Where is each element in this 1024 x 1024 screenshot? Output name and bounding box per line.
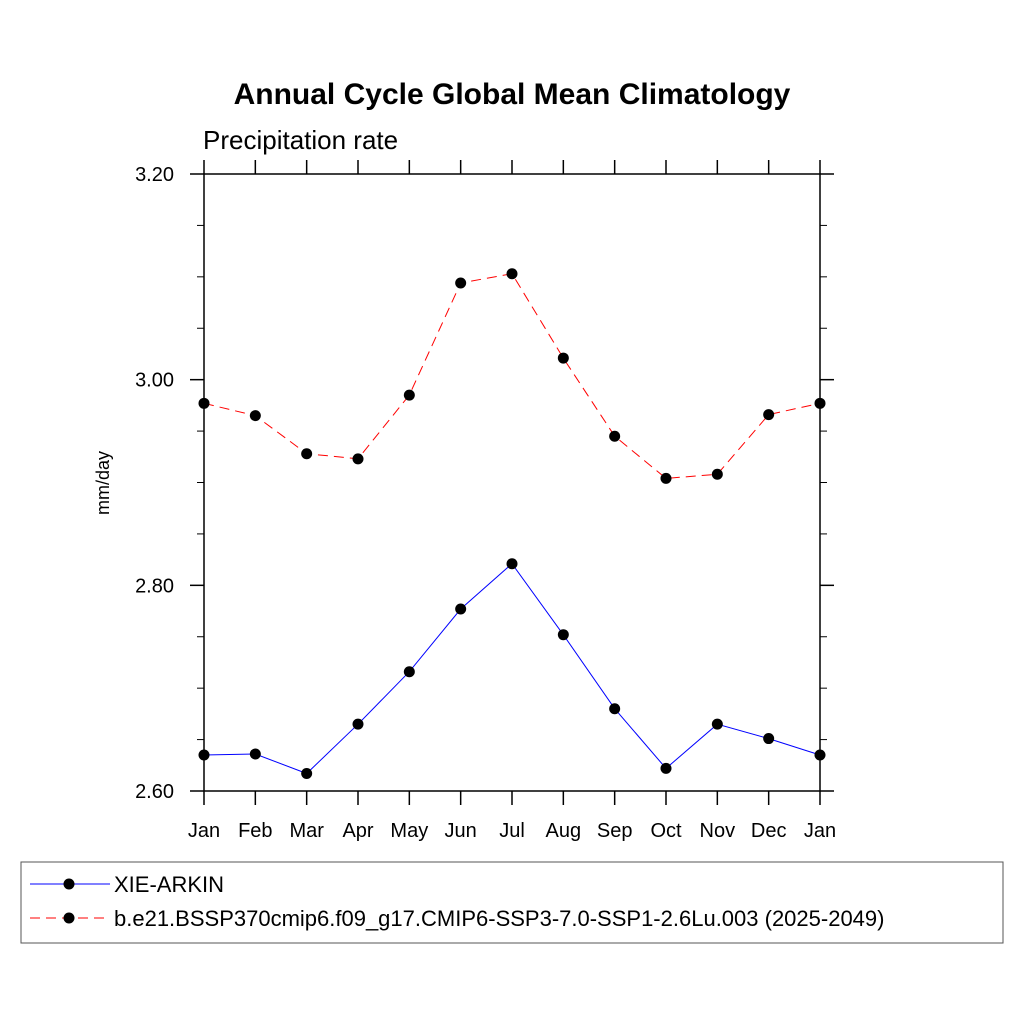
x-tick-label: Jun [445, 820, 477, 842]
x-tick-label: Aug [546, 820, 582, 842]
data-point [352, 718, 364, 730]
legend-label: XIE-ARKIN [114, 872, 224, 897]
x-tick-label: Feb [238, 820, 272, 842]
data-point [814, 749, 826, 761]
data-point [455, 603, 467, 615]
data-point [301, 768, 313, 780]
x-tick-label: Jan [804, 820, 836, 842]
data-point [198, 749, 210, 761]
x-tick-label: Sep [597, 820, 633, 842]
data-point [506, 268, 518, 280]
data-point [249, 748, 261, 760]
y-axis-label: mm/day [93, 451, 113, 515]
legend-label: b.e21.BSSP370cmip6.f09_g17.CMIP6-SSP3-7.… [114, 906, 884, 931]
x-tick-label: Oct [650, 820, 682, 842]
data-point [763, 409, 775, 421]
y-tick-label: 2.80 [135, 575, 174, 597]
plot-frame [203, 173, 821, 792]
legend-marker [63, 878, 75, 890]
legend-marker [63, 912, 75, 924]
y-tick-label: 3.20 [135, 164, 174, 186]
x-tick-label: May [390, 820, 428, 842]
data-point [660, 762, 672, 774]
data-point [557, 352, 569, 364]
x-tick-label: Dec [751, 820, 787, 842]
x-tick-label: Apr [342, 820, 373, 842]
y-tick-label: 3.00 [135, 370, 174, 392]
data-point [763, 733, 775, 745]
data-point [403, 666, 415, 678]
x-tick-label: Jul [499, 820, 525, 842]
legend: XIE-ARKIN b.e21.BSSP370cmip6.f09_g17.CMIP… [20, 861, 1004, 944]
data-point [301, 448, 313, 460]
x-tick-label: Jan [188, 820, 220, 842]
data-point [403, 389, 415, 401]
data-point [711, 468, 723, 480]
x-tick-label: Nov [700, 820, 736, 842]
series-line [203, 562, 821, 775]
data-point [609, 703, 621, 715]
data-point [814, 397, 826, 409]
data-point [506, 558, 518, 570]
x-tick-label: Mar [289, 820, 324, 842]
chart-subtitle: Precipitation rate [203, 125, 398, 155]
data-point [609, 430, 621, 442]
data-point [198, 397, 210, 409]
data-point [352, 453, 364, 465]
data-point [557, 629, 569, 641]
data-point [455, 277, 467, 289]
data-point [249, 410, 261, 422]
data-point [711, 718, 723, 730]
series-line [203, 273, 821, 479]
axis-ticks: 2.60 2.80 3.00 3.20 Jan Feb Mar Apr May Jun Jul Aug… [135, 160, 836, 842]
chart-title: Annual Cycle Global Mean Climatology [234, 78, 791, 111]
data-point [660, 472, 672, 484]
series-layer [198, 268, 826, 780]
legend-box [20, 861, 1004, 944]
y-tick-label: 2.60 [135, 781, 174, 803]
